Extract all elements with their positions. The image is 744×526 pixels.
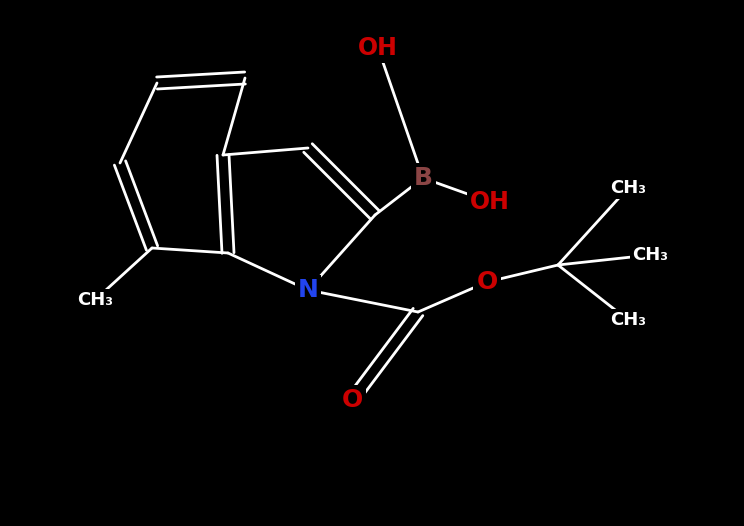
Text: O: O <box>341 388 362 412</box>
Text: OH: OH <box>470 190 510 214</box>
Text: N: N <box>298 278 318 302</box>
Text: CH₃: CH₃ <box>610 179 646 197</box>
Text: O: O <box>476 270 498 294</box>
Text: CH₃: CH₃ <box>610 311 646 329</box>
Text: OH: OH <box>358 36 398 60</box>
Text: CH₃: CH₃ <box>632 246 668 264</box>
Text: CH₃: CH₃ <box>77 291 113 309</box>
Text: B: B <box>414 166 432 190</box>
